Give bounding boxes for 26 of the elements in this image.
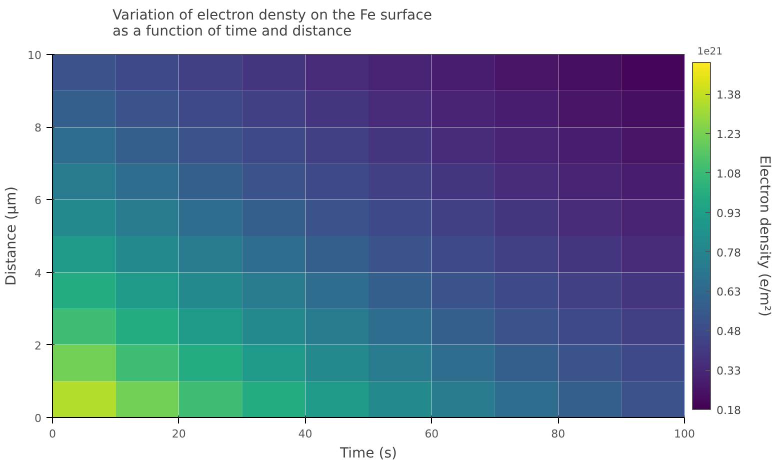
text: 1e21 — [697, 46, 723, 58]
x-axis-title: Time (s) — [339, 446, 397, 462]
color-bar-label: 1.23 — [716, 128, 741, 141]
y-tick-label: 0 — [34, 412, 42, 425]
x-tick-label: 40 — [298, 428, 312, 440]
x-tick-label: 100 — [674, 428, 695, 440]
y-tick-label: 8 — [34, 122, 42, 135]
x-tick-label: 60 — [424, 428, 439, 440]
y-axis-title: Distance (μm) — [4, 186, 20, 286]
x-tick-label: 80 — [551, 428, 566, 440]
color-bar-label: 0.18 — [716, 404, 741, 417]
color-bar-label: 0.48 — [716, 325, 741, 338]
color-bar-label: 0.63 — [716, 286, 741, 299]
color-bar-label: 0.93 — [716, 206, 741, 220]
color-bar-label: 1.08 — [716, 167, 741, 180]
y-tick-label: 6 — [34, 194, 42, 208]
color-bar-label: 0.78 — [716, 246, 741, 260]
chart-title: Variation of electron densty on the Fe surface as a function of time and distance — [112, 8, 432, 40]
y-tick-label: 4 — [34, 266, 42, 280]
y-tick-label: 2 — [34, 339, 42, 352]
x-tick-label: 0 — [49, 428, 56, 440]
color-bar-label: 0.33 — [716, 364, 741, 378]
color-bar-title: Electron density (e/m²) — [756, 155, 772, 317]
x-tick-label: 20 — [172, 428, 186, 440]
color-bar-label: 1.38 — [716, 88, 741, 102]
y-tick-label: 10 — [28, 49, 42, 62]
